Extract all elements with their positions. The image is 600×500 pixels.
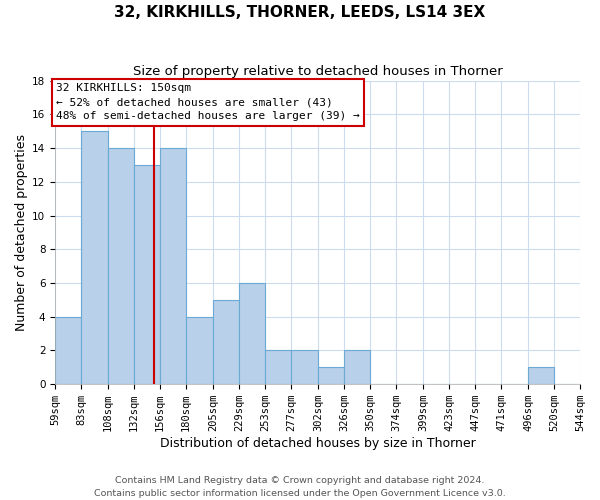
Bar: [160, 148, 186, 384]
Text: 32 KIRKHILLS: 150sqm
← 52% of detached houses are smaller (43)
48% of semi-detac: 32 KIRKHILLS: 150sqm ← 52% of detached h…: [56, 83, 360, 121]
Y-axis label: Number of detached properties: Number of detached properties: [15, 134, 28, 331]
Bar: [239, 283, 265, 384]
Bar: [291, 350, 318, 384]
Bar: [108, 148, 134, 384]
Bar: [55, 316, 81, 384]
Bar: [134, 165, 160, 384]
Bar: [318, 368, 344, 384]
Bar: [528, 368, 554, 384]
Bar: [186, 316, 213, 384]
Bar: [81, 131, 108, 384]
Title: Size of property relative to detached houses in Thorner: Size of property relative to detached ho…: [133, 65, 502, 78]
Bar: [213, 300, 239, 384]
Bar: [265, 350, 291, 384]
X-axis label: Distribution of detached houses by size in Thorner: Distribution of detached houses by size …: [160, 437, 475, 450]
Bar: [344, 350, 370, 384]
Text: 32, KIRKHILLS, THORNER, LEEDS, LS14 3EX: 32, KIRKHILLS, THORNER, LEEDS, LS14 3EX: [115, 5, 485, 20]
Text: Contains HM Land Registry data © Crown copyright and database right 2024.
Contai: Contains HM Land Registry data © Crown c…: [94, 476, 506, 498]
